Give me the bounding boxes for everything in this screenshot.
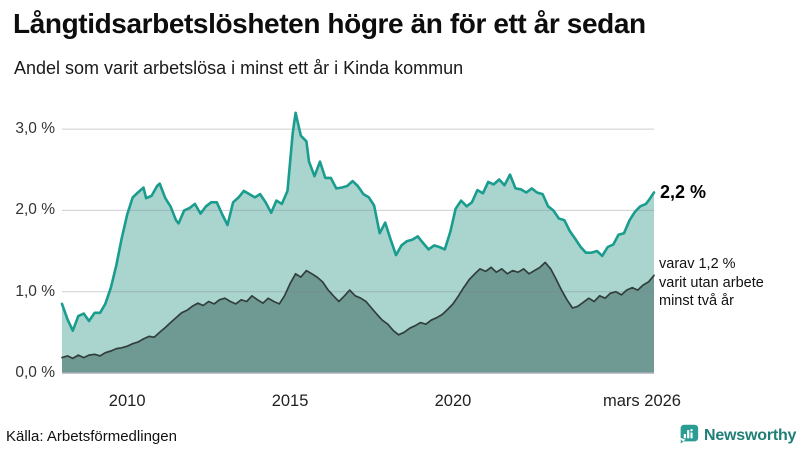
x-tick-label: mars 2026 (603, 392, 681, 410)
y-tick-label: 0,0 % (15, 364, 55, 381)
y-tick-label: 2,0 % (15, 201, 55, 219)
y-tick-label: 3,0 % (15, 120, 55, 138)
source-credit: Källa: Arbetsförmedlingen (6, 428, 177, 445)
series-line-min-two-years (61, 261, 655, 360)
x-tick-label: 2015 (271, 392, 309, 410)
newsworthy-logo-icon (678, 423, 699, 449)
secondary-series-label: varav 1,2 % varit utan arbete minst två … (659, 256, 764, 310)
chart-subtitle: Andel som varit arbetslösa i minst ett å… (14, 58, 464, 78)
series-line-min-one-year (60, 111, 656, 332)
series-area-min-two-years (62, 262, 654, 373)
page-title: Långtidsarbetslösheten högre än för ett … (13, 8, 646, 39)
x-tick-label: 2010 (108, 392, 146, 410)
x-tick-label: 2020 (434, 392, 472, 410)
newsworthy-branding: Newsworthy (678, 423, 796, 449)
newsworthy-wordmark: Newsworthy (704, 427, 797, 444)
latest-value-label: 2,2 % (660, 182, 707, 202)
y-tick-label: 1,0 % (15, 282, 55, 300)
